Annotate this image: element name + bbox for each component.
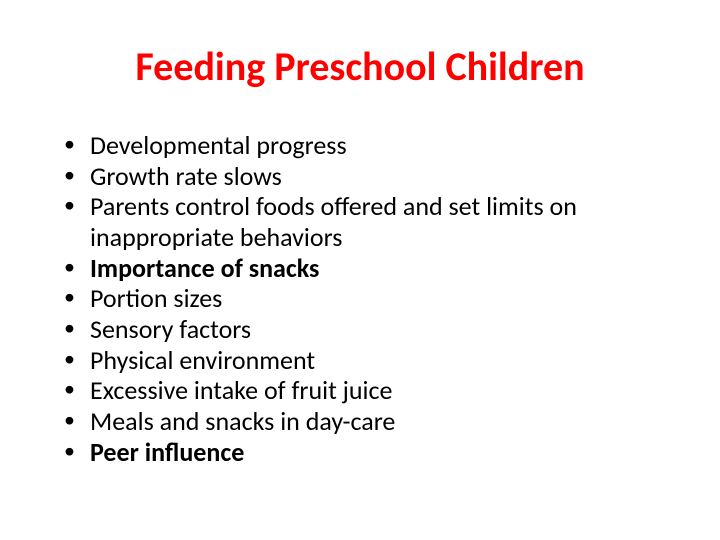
list-item: Growth rate slows bbox=[54, 161, 680, 192]
bullet-text: Parents control foods offered and set li… bbox=[90, 190, 577, 253]
bullet-text: Portion sizes bbox=[90, 282, 222, 314]
list-item: Peer influence bbox=[54, 437, 680, 468]
bullet-text: Peer influence bbox=[90, 436, 244, 468]
bullet-text: Physical environment bbox=[90, 344, 315, 376]
bullet-text: Sensory factors bbox=[90, 313, 251, 345]
list-item: Importance of snacks bbox=[54, 253, 680, 284]
list-item: Physical environment bbox=[54, 345, 680, 376]
bullet-text: Excessive intake of fruit juice bbox=[90, 374, 392, 406]
slide: Feeding Preschool Children Developmental… bbox=[0, 0, 720, 540]
slide-title: Feeding Preschool Children bbox=[0, 42, 720, 91]
list-item: Parents control foods offered and set li… bbox=[54, 191, 680, 252]
list-item: Excessive intake of fruit juice bbox=[54, 375, 680, 406]
list-item: Developmental progress bbox=[54, 130, 680, 161]
bullet-text: Meals and snacks in day-care bbox=[90, 405, 395, 437]
list-item: Portion sizes bbox=[54, 283, 680, 314]
bullet-text: Growth rate slows bbox=[90, 160, 282, 192]
slide-body: Developmental progress Growth rate slows… bbox=[54, 130, 680, 467]
bullet-list: Developmental progress Growth rate slows… bbox=[54, 130, 680, 467]
list-item: Meals and snacks in day-care bbox=[54, 406, 680, 437]
bullet-text: Developmental progress bbox=[90, 129, 347, 161]
bullet-text: Importance of snacks bbox=[90, 252, 319, 284]
list-item: Sensory factors bbox=[54, 314, 680, 345]
